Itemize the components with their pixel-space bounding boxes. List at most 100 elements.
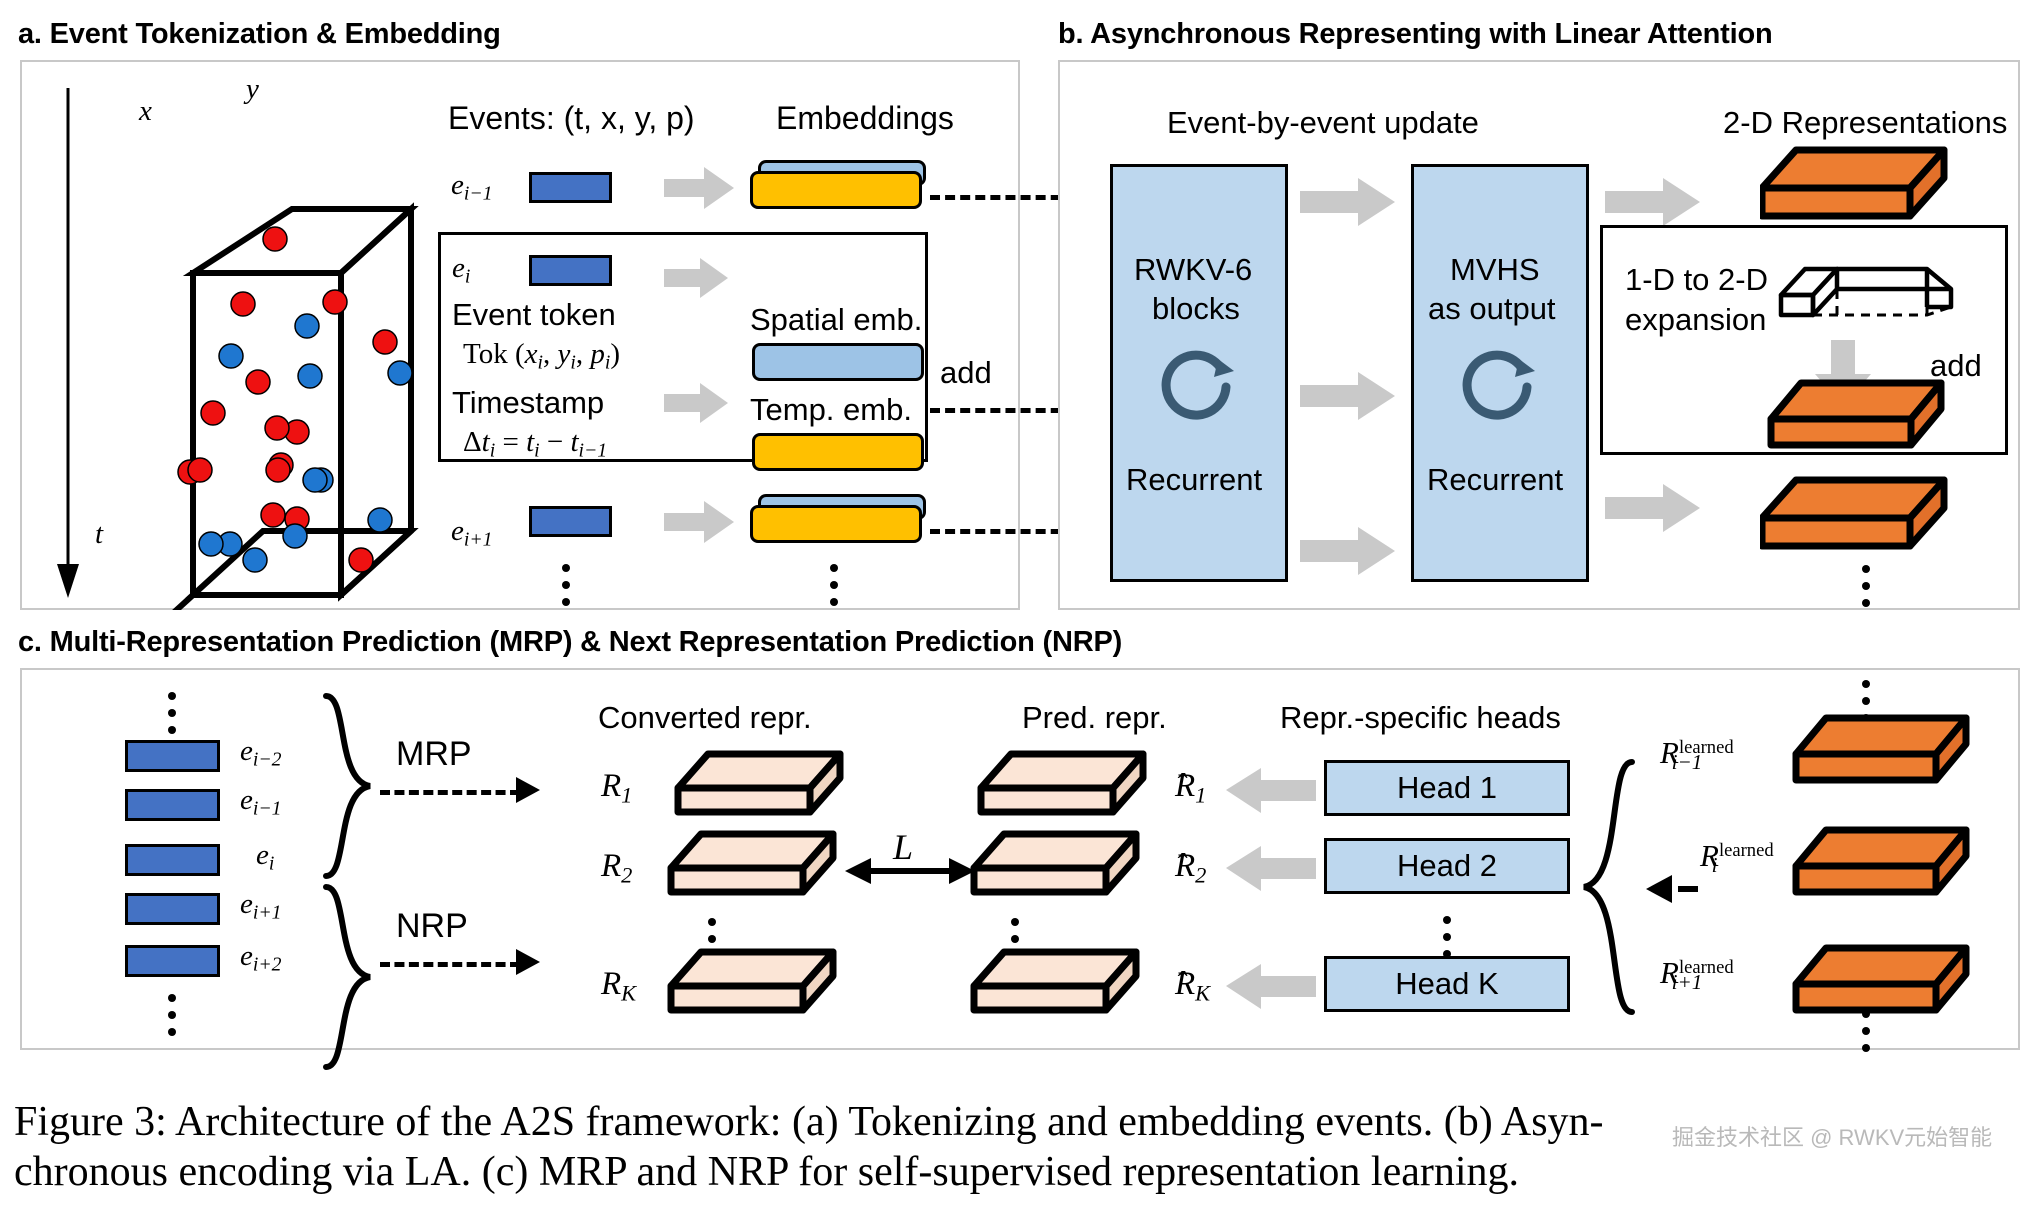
vertical-dots-panel-b bbox=[1862, 565, 1870, 607]
token-label-c-2: ei−1 bbox=[240, 784, 282, 820]
embedding-stack-prev bbox=[750, 160, 930, 212]
event-token-label: Event token bbox=[452, 297, 616, 332]
nrp-label: NRP bbox=[396, 907, 468, 945]
expansion-label-line1: 1-D to 2-D bbox=[1625, 262, 1768, 297]
vertical-dots-tokens-a bbox=[562, 564, 570, 606]
token-label-base: e bbox=[451, 515, 464, 547]
head-label-K: Head K bbox=[1395, 966, 1499, 1001]
brace-nrp bbox=[323, 884, 372, 1070]
loss-symbol: L bbox=[893, 827, 914, 867]
watermark: 掘金技术社区 @ RWKV元始智能 bbox=[1672, 1125, 1993, 1150]
token-label-base: e bbox=[451, 169, 464, 201]
arrow-icon-b4 bbox=[1605, 178, 1700, 226]
events-header-text: Events: (t, x, y, p) bbox=[448, 100, 695, 136]
dashed-connector-nrp bbox=[380, 962, 520, 967]
arrow-icon-next bbox=[664, 501, 734, 543]
panel-a-title: a. Event Tokenization & Embedding bbox=[18, 18, 501, 50]
arrow-icon-temporal bbox=[664, 383, 728, 423]
recurrent-loop-icon-1 bbox=[1161, 350, 1234, 420]
rwkv-block bbox=[1110, 164, 1288, 582]
axis-label-x: x bbox=[139, 95, 152, 127]
add-label-a: add bbox=[940, 355, 992, 390]
converted-repr-header: Converted repr. bbox=[598, 700, 812, 735]
arrow-icon-head-1 bbox=[1226, 768, 1316, 813]
arrowhead-learned bbox=[1646, 875, 1672, 903]
arrow-icon-head-2 bbox=[1226, 846, 1316, 891]
token-label-sub: i bbox=[464, 265, 471, 288]
token-label-sub: i+1 bbox=[463, 528, 493, 551]
arrow-icon-spatial bbox=[664, 258, 728, 298]
spatial-emb-label: Spatial emb. bbox=[750, 302, 923, 337]
dashed-connector-prev bbox=[930, 195, 1106, 200]
arrow-icon-head-K bbox=[1226, 964, 1316, 1009]
event-token-rect-cur bbox=[529, 255, 612, 286]
temporal-emb-bar bbox=[752, 433, 924, 471]
recurrent-loop-icon-2 bbox=[1462, 350, 1535, 420]
event-token-formula: Tok (xi, yi, pi) bbox=[463, 338, 620, 374]
head-button-K[interactable]: Head K bbox=[1324, 956, 1570, 1012]
timestamp-formula: Δti = ti − ti−1 bbox=[463, 426, 608, 462]
add-label-b: add bbox=[1930, 348, 1982, 383]
panel-b-col1-header: Event-by-event update bbox=[1167, 105, 1479, 140]
event-cloud-cube bbox=[57, 88, 419, 610]
brace-heads bbox=[1582, 759, 1635, 1015]
vertical-dots-learned-bottom bbox=[1862, 1010, 1870, 1052]
converted-slab-2 bbox=[667, 830, 837, 896]
dash-learned bbox=[1678, 886, 1698, 892]
pred-slab-1 bbox=[977, 750, 1147, 816]
vertical-dots-heads bbox=[1443, 916, 1451, 958]
converted-label-K: RK bbox=[601, 966, 637, 1006]
mrp-label: MRP bbox=[396, 735, 472, 773]
timestamp-label: Timestamp bbox=[452, 385, 605, 420]
token-label-e-cur: ei bbox=[452, 252, 470, 289]
learned-slab-2 bbox=[1792, 826, 1970, 896]
event-token-c-1 bbox=[125, 740, 220, 772]
dashed-connector-cur bbox=[930, 408, 1106, 413]
vertical-dots-embeddings-a bbox=[830, 564, 838, 606]
embedding-stack-next bbox=[750, 494, 930, 546]
axis-label-t: t bbox=[95, 518, 104, 550]
event-token-c-4 bbox=[125, 893, 220, 925]
arrowhead-mrp bbox=[516, 777, 540, 803]
rwkv-block-line1: RWKV-6 bbox=[1134, 252, 1253, 287]
learned-slab-1 bbox=[1792, 714, 1970, 784]
mvhs-block-line1: MVHS bbox=[1450, 252, 1540, 287]
event-token-c-5 bbox=[125, 945, 220, 977]
arrowhead-nrp bbox=[516, 949, 540, 975]
rwkv-block-line2: blocks bbox=[1152, 291, 1240, 326]
mvhs-block bbox=[1411, 164, 1589, 582]
event-token-c-2 bbox=[125, 789, 220, 821]
pred-repr-header: Pred. repr. bbox=[1022, 700, 1167, 735]
mvhs-block-line3: Recurrent bbox=[1427, 462, 1564, 497]
dashed-connector-next bbox=[930, 529, 1106, 534]
token-label-c-1: ei−2 bbox=[240, 735, 282, 771]
brace-mrp bbox=[323, 693, 372, 879]
event-token-c-3 bbox=[125, 844, 220, 876]
converted-label-2: R2 bbox=[601, 848, 633, 888]
pred-label-2: ̂R2 bbox=[1175, 848, 1207, 888]
head-button-1[interactable]: Head 1 bbox=[1324, 760, 1570, 816]
token-label-base: e bbox=[452, 252, 465, 284]
figure-caption-line1: Figure 3: Architecture of the A2S framew… bbox=[14, 1099, 1604, 1145]
token-label-e-next: ei+1 bbox=[451, 515, 493, 552]
learned-label-1: Rlearnedi−1 bbox=[1660, 735, 1734, 774]
expansion-label-line2: expansion bbox=[1625, 302, 1767, 337]
events-header: Events: (t, x, y, p) bbox=[448, 100, 695, 137]
arrow-icon-b3 bbox=[1300, 527, 1395, 575]
token-label-c-4: ei+1 bbox=[240, 888, 282, 924]
token-label-sub: i−1 bbox=[463, 182, 493, 205]
token-label-c-5: ei+2 bbox=[240, 940, 282, 976]
converted-slab-1 bbox=[674, 750, 844, 816]
token-label-e-prev: ei−1 bbox=[451, 169, 493, 206]
vertical-dots-tokens-top bbox=[168, 692, 176, 734]
learned-label-3: Rlearnedi+1 bbox=[1660, 955, 1734, 994]
representation-slab-bottom bbox=[1760, 476, 1948, 550]
token-label-c-3: ei bbox=[256, 839, 275, 875]
heads-header: Repr.-specific heads bbox=[1280, 700, 1561, 735]
figure-caption-line2: chronous encoding via LA. (c) MRP and NR… bbox=[14, 1149, 1520, 1195]
spatial-emb-bar bbox=[752, 343, 924, 381]
head-button-2[interactable]: Head 2 bbox=[1324, 838, 1570, 894]
panel-c-title: c. Multi-Representation Prediction (MRP)… bbox=[18, 626, 1123, 658]
pred-slab-2 bbox=[970, 830, 1140, 896]
rwkv-block-line3: Recurrent bbox=[1126, 462, 1263, 497]
